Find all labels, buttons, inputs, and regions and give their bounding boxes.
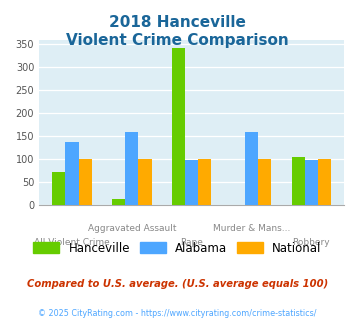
Legend: Hanceville, Alabama, National: Hanceville, Alabama, National [29, 237, 326, 259]
Text: Murder & Mans...: Murder & Mans... [213, 224, 290, 233]
Bar [112, 199, 125, 205]
Bar [78, 159, 92, 205]
Text: All Violent Crime: All Violent Crime [34, 238, 110, 247]
Text: © 2025 CityRating.com - https://www.cityrating.com/crime-statistics/: © 2025 CityRating.com - https://www.city… [38, 309, 317, 317]
Bar [125, 132, 138, 205]
Text: Rape: Rape [180, 238, 203, 247]
Bar [65, 142, 78, 205]
Bar [138, 159, 152, 205]
Text: 2018 Hanceville: 2018 Hanceville [109, 15, 246, 30]
Text: Violent Crime Comparison: Violent Crime Comparison [66, 33, 289, 48]
Bar [185, 160, 198, 205]
Bar [245, 132, 258, 205]
Bar [52, 172, 65, 205]
Text: Aggravated Assault: Aggravated Assault [88, 224, 176, 233]
Bar [172, 48, 185, 205]
Text: Robbery: Robbery [293, 238, 330, 247]
Text: Compared to U.S. average. (U.S. average equals 100): Compared to U.S. average. (U.S. average … [27, 279, 328, 289]
Bar [292, 157, 305, 205]
Bar [318, 159, 331, 205]
Bar [258, 159, 271, 205]
Bar [198, 159, 212, 205]
Bar [305, 160, 318, 205]
